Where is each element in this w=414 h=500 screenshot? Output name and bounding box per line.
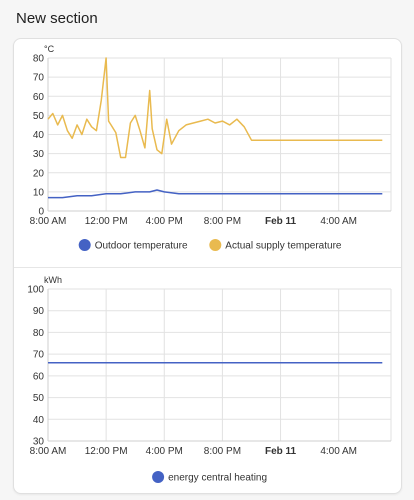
x-tick-label: Feb 11: [265, 446, 297, 457]
y-tick-label: 40: [33, 415, 45, 426]
legend-label: Outdoor temperature: [95, 241, 188, 252]
legend-swatch: [78, 239, 91, 251]
x-tick-label: 8:00 PM: [204, 446, 241, 457]
y-axis-unit: kWh: [44, 275, 62, 285]
x-tick-label: 4:00 PM: [146, 216, 183, 227]
y-tick-label: 30: [33, 437, 45, 448]
y-tick-label: 60: [33, 92, 45, 103]
y-tick-label: 20: [33, 168, 45, 179]
y-tick-label: 70: [33, 73, 45, 84]
y-tick-label: 10: [33, 187, 45, 198]
x-tick-label: 8:00 AM: [30, 216, 67, 227]
temperature-chart: °C 0 10 20 30 40 50 60 70 80 8:00 AM 12:00 PM 4:00 P…: [30, 44, 392, 252]
x-tick-label: Feb 11: [265, 216, 297, 227]
series-line-2: [47, 57, 383, 159]
chart-legend: Outdoor temperature Actual supply tempera…: [78, 239, 342, 252]
x-tick-label: 4:00 PM: [146, 446, 183, 457]
x-tick-label: 4:00 AM: [320, 216, 357, 227]
legend-item[interactable]: Actual supply temperature: [209, 239, 342, 252]
chart-legend: energy central heating: [152, 471, 267, 484]
y-tick-label: 100: [27, 285, 44, 296]
series-line-1: [48, 189, 383, 199]
x-tick-label: 12:00 PM: [85, 446, 128, 457]
y-tick-label: 40: [33, 130, 45, 141]
x-tick-label: 12:00 PM: [85, 216, 128, 227]
y-tick-label: 60: [33, 371, 45, 382]
energy-chart: kWh 30 40 50 60 70 80 90 100 8:00 AM 12:00 PM 4:00 …: [27, 275, 392, 484]
section-title: New section: [16, 10, 98, 27]
y-tick-label: 50: [33, 111, 45, 122]
y-tick-label: 50: [33, 393, 45, 404]
card-divider: [14, 267, 401, 268]
y-tick-label: 80: [33, 328, 45, 339]
legend-swatch: [209, 239, 222, 251]
y-axis-unit: °C: [44, 44, 55, 54]
history-card: °C 0 10 20 30 40 50 60 70 80 8:00 AM 12:00 PM 4:00 P…: [13, 38, 402, 494]
x-tick-label: 8:00 PM: [204, 216, 241, 227]
x-tick-label: 4:00 AM: [320, 446, 357, 457]
legend-item[interactable]: energy central heating: [152, 471, 267, 484]
legend-label: Actual supply temperature: [225, 241, 342, 252]
y-tick-label: 30: [33, 149, 45, 160]
legend-item[interactable]: Outdoor temperature: [78, 239, 188, 252]
y-tick-label: 0: [38, 207, 44, 218]
y-tick-label: 70: [33, 350, 45, 361]
legend-label: energy central heating: [168, 473, 267, 484]
x-tick-label: 8:00 AM: [30, 446, 67, 457]
legend-swatch: [152, 471, 165, 483]
y-tick-label: 80: [33, 54, 45, 65]
y-tick-label: 90: [33, 306, 45, 317]
